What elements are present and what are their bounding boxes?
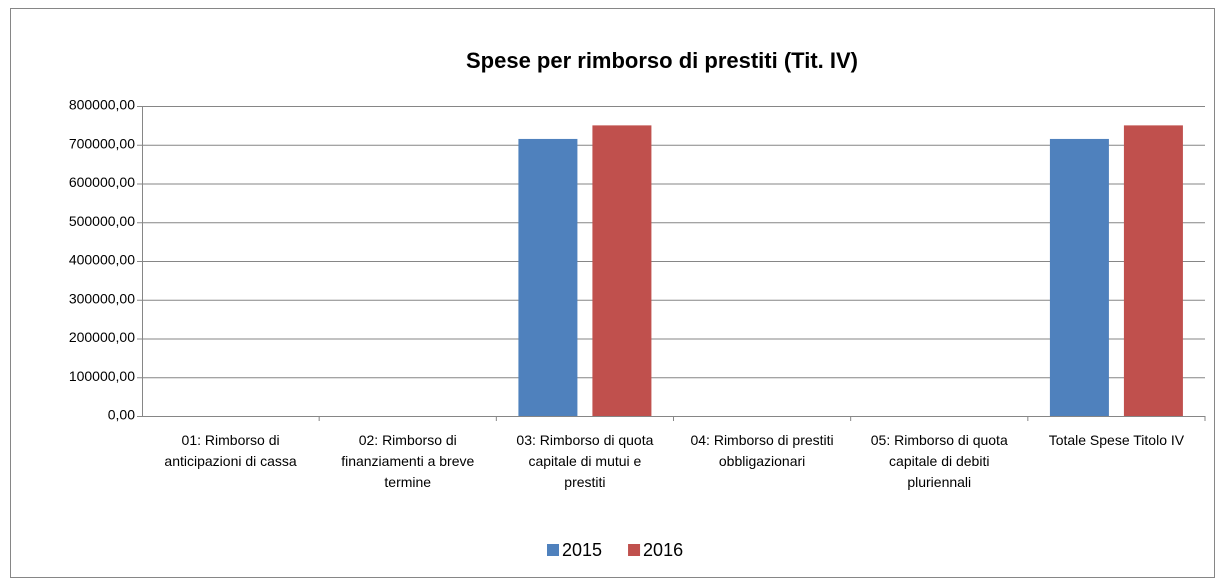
bar bbox=[1123, 125, 1183, 416]
bar bbox=[1049, 138, 1109, 416]
y-tick-label: 300000,00 bbox=[69, 290, 135, 306]
x-tick-label: 01: Rimborso di anticipazioni di cassa bbox=[164, 432, 297, 469]
y-tick-label: 600000,00 bbox=[69, 174, 135, 190]
y-tick-label: 500000,00 bbox=[69, 213, 135, 229]
legend-swatch bbox=[547, 544, 559, 556]
y-tick-label: 0,00 bbox=[108, 407, 135, 423]
x-tick-label: 02: Rimborso di finanziamenti a breve te… bbox=[341, 432, 475, 490]
x-tick-label: 04: Rimborso di prestiti obbligazionari bbox=[690, 432, 834, 469]
bar bbox=[518, 138, 578, 416]
x-tick-label: 03: Rimborso di quota capitale di mutui … bbox=[516, 432, 654, 490]
y-tick-label: 200000,00 bbox=[69, 329, 135, 345]
x-tick-label: 05: Rimborso di quota capitale di debiti… bbox=[870, 432, 1008, 490]
bar bbox=[592, 125, 652, 416]
chart-title: Spese per rimborso di prestiti (Tit. IV) bbox=[466, 48, 858, 73]
x-tick-label: Totale Spese Titolo IV bbox=[1048, 432, 1185, 448]
legend-swatch bbox=[628, 544, 641, 556]
legend-label: 2016 bbox=[643, 540, 683, 560]
legend-label: 2015 bbox=[562, 540, 602, 560]
y-tick-label: 800000,00 bbox=[69, 97, 135, 113]
y-tick-label: 400000,00 bbox=[69, 252, 135, 268]
y-tick-label: 100000,00 bbox=[69, 368, 135, 384]
y-tick-label: 700000,00 bbox=[69, 135, 135, 151]
